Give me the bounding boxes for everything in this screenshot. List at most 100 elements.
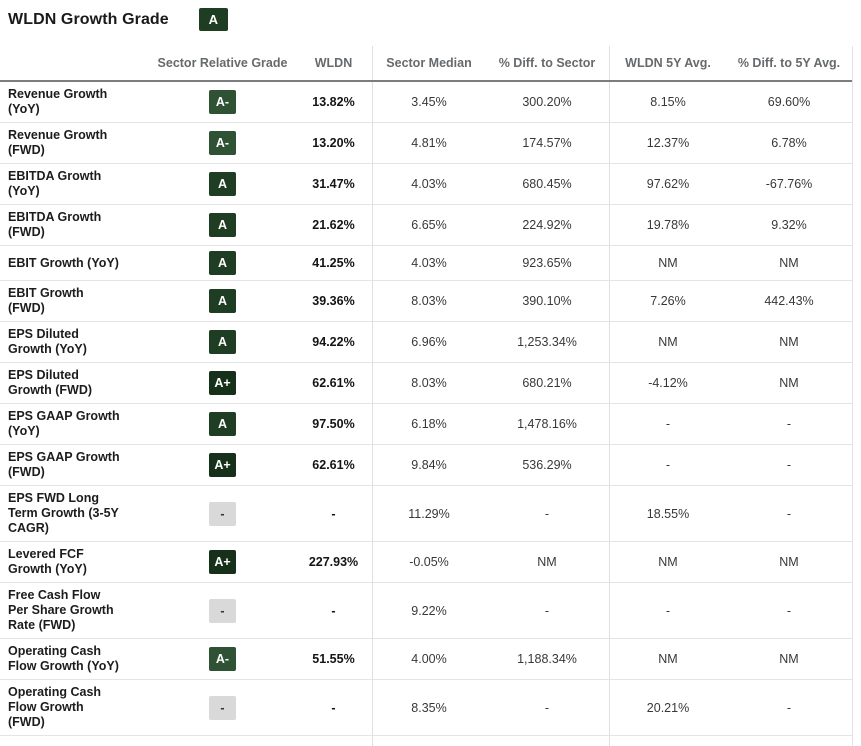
grade-badge: A- [209, 131, 236, 155]
header-diff-to-5y-avg: % Diff. to 5Y Avg. [737, 56, 841, 70]
metric-label[interactable]: Operating Cash Flow Growth (YoY) [8, 644, 119, 673]
grade-badge: A [209, 289, 236, 313]
wldn-5y-value: NM [609, 542, 726, 582]
diff-to-5y-value: NM [779, 376, 799, 390]
diff-to-5y-value: NM [779, 256, 799, 270]
diff-to-sector-value: 1,478.16% [517, 417, 577, 431]
diff-to-sector-value: 536.29% [522, 458, 572, 472]
metric-label[interactable]: Revenue Growth (FWD) [8, 128, 108, 157]
wldn-5y-value: 19.78% [609, 205, 726, 245]
table-row: EPS Diluted Growth (YoY) A 94.22% 6.96% … [0, 322, 852, 363]
table-row: EPS FWD Long Term Growth (3-5Y CAGR) - -… [0, 486, 852, 542]
metric-label[interactable]: EPS Diluted Growth (FWD) [8, 368, 93, 397]
wldn-value: 62.61% [312, 458, 355, 472]
table-row: Levered FCF Growth (YoY) A+ 227.93% -0.0… [0, 542, 852, 583]
wldn-5y-value: NM [609, 639, 726, 679]
title-bar: WLDN Growth Grade A [8, 8, 861, 31]
grade-badge: - [209, 695, 236, 720]
table-row: Revenue Growth (FWD) A- 13.20% 4.81% 174… [0, 123, 852, 164]
grade-cell: A- [150, 639, 295, 679]
metric-label[interactable]: EPS GAAP Growth (YoY) [8, 409, 120, 438]
grade-badge: A [209, 251, 236, 275]
diff-to-sector-value: - [544, 506, 550, 521]
grade-badge: A- [209, 647, 236, 671]
metric-label[interactable]: EBIT Growth (FWD) [8, 286, 84, 315]
grade-cell: - [150, 583, 295, 638]
wldn-value: 227.93% [308, 555, 359, 569]
grade-cell: A- [150, 82, 295, 122]
metric-label[interactable]: Free Cash Flow Per Share Growth Rate (FW… [8, 588, 114, 632]
table-row: Operating Cash Flow Growth (YoY) A- 51.5… [0, 639, 852, 680]
metric-label[interactable]: Levered FCF Growth (YoY) [8, 547, 87, 576]
grade-cell: A+ [150, 363, 295, 403]
wldn-value: 51.55% [312, 652, 355, 666]
table-row: EPS GAAP Growth (FWD) A+ 62.61% 9.84% 53… [0, 445, 852, 486]
sector-median-value: 9.22% [372, 583, 485, 638]
wldn-5y-value: - [609, 445, 726, 485]
table-header-row: Sector Relative Grade WLDN Sector Median… [0, 46, 852, 82]
grade-cell: A [150, 404, 295, 444]
table-row: EPS GAAP Growth (YoY) A 97.50% 6.18% 1,4… [0, 404, 852, 445]
header-sector-median: Sector Median [372, 46, 485, 80]
wldn-value: 39.36% [312, 294, 355, 308]
grade-badge: A [209, 330, 236, 354]
sector-median-value: 6.96% [372, 322, 485, 362]
wldn-5y-value: 18.55% [609, 486, 726, 541]
diff-to-5y-value: 9.32% [771, 218, 807, 232]
sector-median-value: 8.03% [372, 363, 485, 403]
diff-to-5y-value: - [786, 458, 792, 472]
wldn-value: 13.82% [312, 95, 355, 109]
metric-label[interactable]: EBITDA Growth (YoY) [8, 169, 102, 198]
diff-to-5y-value: - [786, 417, 792, 431]
wldn-5y-value: -4.12% [609, 363, 726, 403]
diff-to-5y-value: 442.43% [764, 294, 814, 308]
table-row: EBIT Growth (YoY) A 41.25% 4.03% 923.65%… [0, 246, 852, 281]
grade-cell: A [150, 164, 295, 204]
grade-cell: A [150, 281, 295, 321]
wldn-value: 13.20% [312, 136, 355, 150]
metric-label[interactable]: Operating Cash Flow Growth (FWD) [8, 685, 102, 729]
metric-label[interactable]: EBIT Growth (YoY) [8, 255, 119, 270]
title-grade-badge: A [198, 8, 228, 31]
sector-median-value: 4.00% [372, 639, 485, 679]
wldn-5y-value: - [609, 404, 726, 444]
diff-to-sector-value: NM [537, 555, 557, 569]
sector-median-value: -0.05% [372, 542, 485, 582]
grade-cell: - [150, 486, 295, 541]
diff-to-5y-value: NM [779, 555, 799, 569]
grade-cell: A+ [150, 445, 295, 485]
diff-to-sector-value: 224.92% [522, 218, 572, 232]
wldn-5y-value: - [609, 583, 726, 638]
wldn-value: 62.61% [312, 376, 355, 390]
sector-median-value: 8.03% [372, 281, 485, 321]
grade-badge: A+ [209, 550, 236, 574]
header-sector-relative-grade: Sector Relative Grade [157, 56, 288, 70]
metric-label[interactable]: EBITDA Growth (FWD) [8, 210, 102, 239]
wldn-5y-value: NM [609, 322, 726, 362]
next-row-partial [0, 736, 852, 746]
metric-label[interactable]: EPS FWD Long Term Growth (3-5Y CAGR) [8, 491, 119, 535]
wldn-value: 21.62% [312, 218, 355, 232]
metric-label[interactable]: EPS GAAP Growth (FWD) [8, 450, 120, 479]
table-row: EBIT Growth (FWD) A 39.36% 8.03% 390.10%… [0, 281, 852, 322]
diff-to-sector-value: 390.10% [522, 294, 572, 308]
sector-median-value: 4.03% [372, 164, 485, 204]
table-row: Operating Cash Flow Growth (FWD) - - 8.3… [0, 680, 852, 736]
metric-label[interactable]: Revenue Growth (YoY) [8, 87, 108, 116]
grade-cell: A [150, 246, 295, 280]
sector-median-value: 4.81% [372, 123, 485, 163]
grade-cell: A [150, 322, 295, 362]
grade-badge: A [209, 213, 236, 237]
table-row: Revenue Growth (YoY) A- 13.82% 3.45% 300… [0, 82, 852, 123]
header-metric [0, 46, 150, 80]
table-row: EPS Diluted Growth (FWD) A+ 62.61% 8.03%… [0, 363, 852, 404]
wldn-5y-value: 7.26% [609, 281, 726, 321]
wldn-value: 94.22% [312, 335, 355, 349]
growth-grade-table: Sector Relative Grade WLDN Sector Median… [0, 46, 853, 746]
metric-label[interactable]: EPS Diluted Growth (YoY) [8, 327, 87, 356]
diff-to-sector-value: 300.20% [522, 95, 572, 109]
grade-cell: A- [150, 123, 295, 163]
grade-badge: A+ [209, 371, 236, 395]
sector-median-value: 8.35% [372, 680, 485, 735]
diff-to-sector-value: - [544, 603, 550, 618]
